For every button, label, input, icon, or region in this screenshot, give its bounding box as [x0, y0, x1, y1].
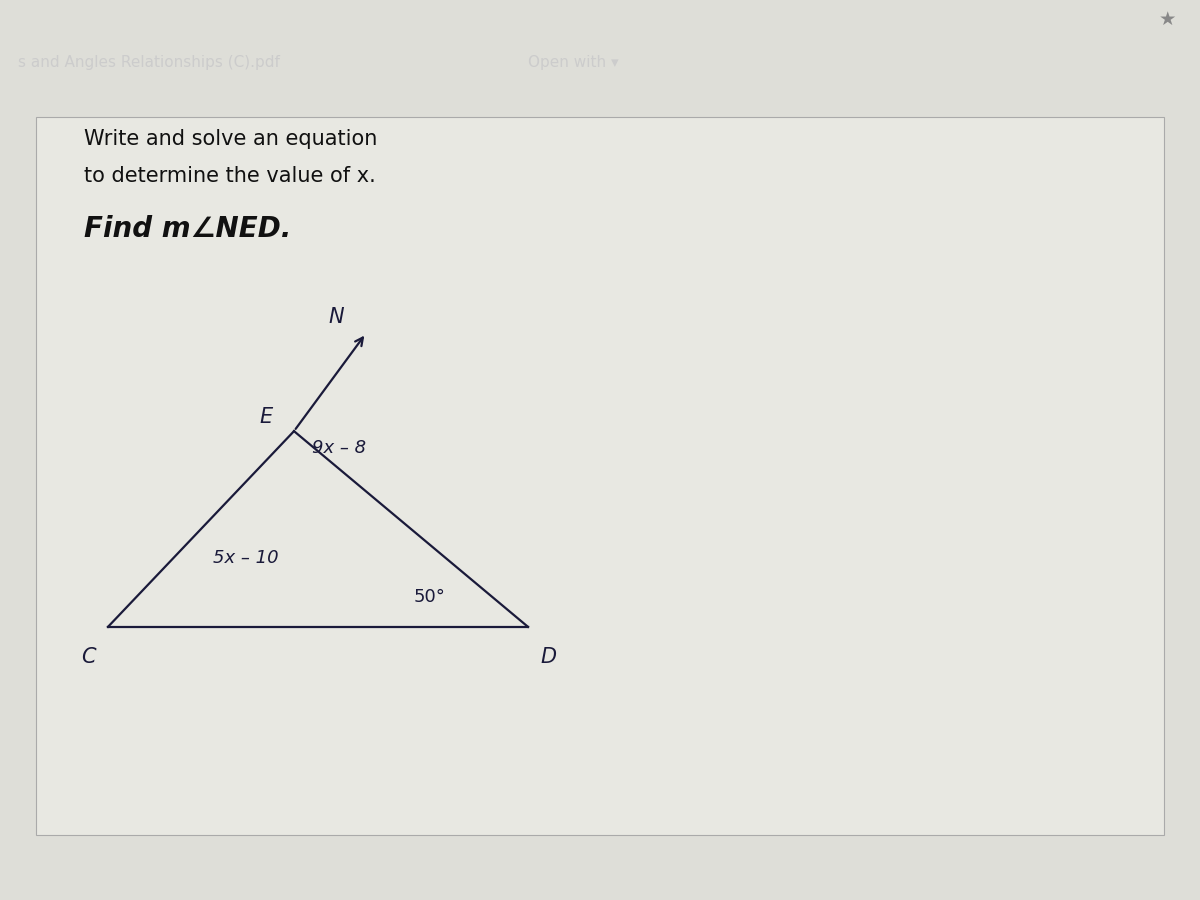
Text: Open with ▾: Open with ▾: [528, 55, 619, 69]
Text: s and Angles Relationships (C).pdf: s and Angles Relationships (C).pdf: [18, 55, 280, 69]
Text: D: D: [540, 647, 556, 667]
Text: 9x – 8: 9x – 8: [312, 439, 366, 457]
Text: 50°: 50°: [414, 589, 446, 607]
Text: Find m∠NED.: Find m∠NED.: [84, 215, 292, 243]
Ellipse shape: [240, 248, 960, 655]
Text: 5x – 10: 5x – 10: [214, 549, 278, 567]
Text: C: C: [82, 647, 96, 667]
Text: E: E: [259, 407, 272, 428]
Text: N: N: [329, 307, 344, 327]
Text: Write and solve an equation: Write and solve an equation: [84, 130, 377, 149]
FancyBboxPatch shape: [36, 117, 1164, 835]
Text: to determine the value of x.: to determine the value of x.: [84, 166, 376, 186]
Text: ★: ★: [1158, 10, 1176, 30]
